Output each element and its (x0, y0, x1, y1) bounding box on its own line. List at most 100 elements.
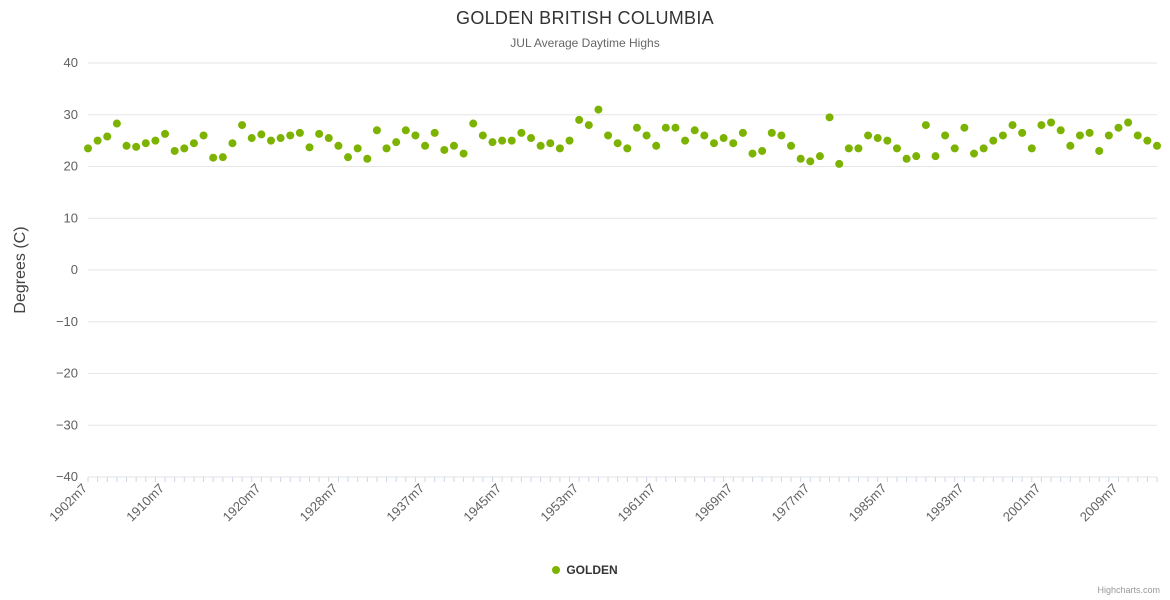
data-point[interactable] (507, 136, 516, 145)
data-point[interactable] (257, 130, 266, 139)
data-point[interactable] (748, 149, 757, 158)
data-point[interactable] (440, 145, 449, 154)
data-point[interactable] (873, 134, 882, 143)
data-point[interactable] (642, 131, 651, 140)
legend-item-golden[interactable]: GOLDEN (552, 563, 618, 577)
data-point[interactable] (1037, 121, 1046, 130)
data-point[interactable] (1027, 144, 1036, 153)
data-point[interactable] (661, 123, 670, 132)
data-point[interactable] (613, 139, 622, 148)
data-point[interactable] (690, 126, 699, 135)
data-point[interactable] (266, 136, 275, 145)
data-point[interactable] (1114, 123, 1123, 132)
data-point[interactable] (372, 126, 381, 135)
data-point[interactable] (584, 121, 593, 130)
data-point[interactable] (709, 139, 718, 148)
data-point[interactable] (401, 126, 410, 135)
data-point[interactable] (1143, 136, 1152, 145)
data-point[interactable] (1104, 131, 1113, 140)
data-point[interactable] (892, 144, 901, 153)
data-point[interactable] (738, 128, 747, 137)
data-point[interactable] (180, 144, 189, 153)
data-point[interactable] (353, 144, 362, 153)
data-point[interactable] (295, 128, 304, 137)
data-point[interactable] (363, 154, 372, 163)
data-point[interactable] (218, 153, 227, 162)
data-point[interactable] (787, 141, 796, 150)
data-point[interactable] (671, 123, 680, 132)
data-point[interactable] (498, 136, 507, 145)
data-point[interactable] (84, 144, 92, 153)
data-point[interactable] (392, 138, 401, 147)
data-point[interactable] (729, 139, 738, 148)
data-point[interactable] (161, 129, 170, 138)
data-point[interactable] (700, 131, 709, 140)
data-point[interactable] (1008, 121, 1017, 130)
data-point[interactable] (806, 157, 815, 166)
data-point[interactable] (681, 136, 690, 145)
data-point[interactable] (411, 131, 420, 140)
data-point[interactable] (844, 144, 853, 153)
data-point[interactable] (979, 144, 988, 153)
data-point[interactable] (883, 136, 892, 145)
data-point[interactable] (305, 143, 314, 152)
data-point[interactable] (238, 121, 247, 130)
data-point[interactable] (835, 159, 844, 168)
data-point[interactable] (334, 141, 343, 150)
data-point[interactable] (1085, 128, 1094, 137)
data-point[interactable] (382, 144, 391, 153)
data-point[interactable] (324, 134, 333, 143)
data-point[interactable] (864, 131, 873, 140)
data-point[interactable] (931, 152, 940, 161)
data-point[interactable] (1075, 131, 1084, 140)
data-point[interactable] (247, 134, 256, 143)
data-point[interactable] (623, 144, 632, 153)
data-point[interactable] (1133, 131, 1142, 140)
data-point[interactable] (565, 136, 574, 145)
data-point[interactable] (546, 139, 555, 148)
highcharts-credit-link[interactable]: Highcharts.com (1097, 585, 1160, 595)
data-point[interactable] (575, 115, 584, 124)
data-point[interactable] (112, 119, 121, 128)
data-point[interactable] (555, 144, 564, 153)
data-point[interactable] (989, 136, 998, 145)
data-point[interactable] (1153, 141, 1161, 150)
data-point[interactable] (777, 131, 786, 140)
data-point[interactable] (189, 139, 198, 148)
data-point[interactable] (449, 141, 458, 150)
data-point[interactable] (151, 136, 160, 145)
data-point[interactable] (517, 128, 526, 137)
data-point[interactable] (421, 141, 430, 150)
data-point[interactable] (1047, 118, 1056, 127)
data-point[interactable] (488, 138, 497, 147)
data-point[interactable] (103, 132, 112, 141)
data-point[interactable] (1056, 126, 1065, 135)
data-point[interactable] (199, 131, 208, 140)
data-point[interactable] (478, 131, 487, 140)
data-point[interactable] (854, 144, 863, 153)
data-point[interactable] (170, 146, 179, 155)
data-point[interactable] (902, 154, 911, 163)
data-point[interactable] (594, 105, 603, 114)
data-point[interactable] (93, 136, 102, 145)
data-point[interactable] (527, 134, 536, 143)
data-point[interactable] (430, 128, 439, 137)
data-point[interactable] (758, 146, 767, 155)
data-point[interactable] (132, 142, 141, 151)
data-point[interactable] (286, 131, 295, 140)
data-point[interactable] (825, 113, 834, 122)
data-point[interactable] (970, 149, 979, 158)
data-point[interactable] (604, 131, 613, 140)
data-point[interactable] (141, 139, 150, 148)
data-point[interactable] (998, 131, 1007, 140)
data-point[interactable] (941, 131, 950, 140)
data-point[interactable] (1124, 118, 1133, 127)
data-point[interactable] (276, 134, 285, 143)
data-point[interactable] (767, 128, 776, 137)
data-point[interactable] (950, 144, 959, 153)
data-point[interactable] (632, 123, 641, 132)
data-point[interactable] (960, 123, 969, 132)
data-point[interactable] (921, 121, 930, 130)
data-point[interactable] (796, 154, 805, 163)
data-point[interactable] (652, 141, 661, 150)
